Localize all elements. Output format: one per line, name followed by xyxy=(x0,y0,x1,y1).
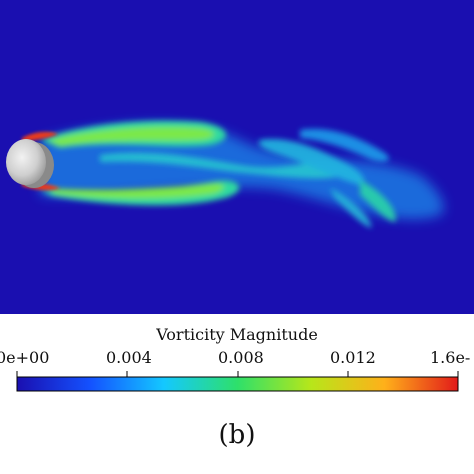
colorbar-bar xyxy=(16,376,459,392)
colorbar-tick-label: 0.012 xyxy=(330,348,376,367)
colorbar-tick-label: 0.008 xyxy=(218,348,264,367)
cylinder-obstacle xyxy=(6,139,54,188)
vorticity-field-plot xyxy=(0,0,474,314)
lower-shear-layer xyxy=(40,180,240,206)
colorbar-tick-label: 1.6e- xyxy=(430,348,471,367)
upper-shear-layer xyxy=(40,120,227,148)
colorbar-tick-label: 0.004 xyxy=(106,348,152,367)
colorbar-tick-label: 0e+00 xyxy=(0,348,50,367)
colorbar-title: Vorticity Magnitude xyxy=(156,325,318,344)
wake-filaments xyxy=(100,128,396,228)
panel-label: (b) xyxy=(218,420,256,450)
